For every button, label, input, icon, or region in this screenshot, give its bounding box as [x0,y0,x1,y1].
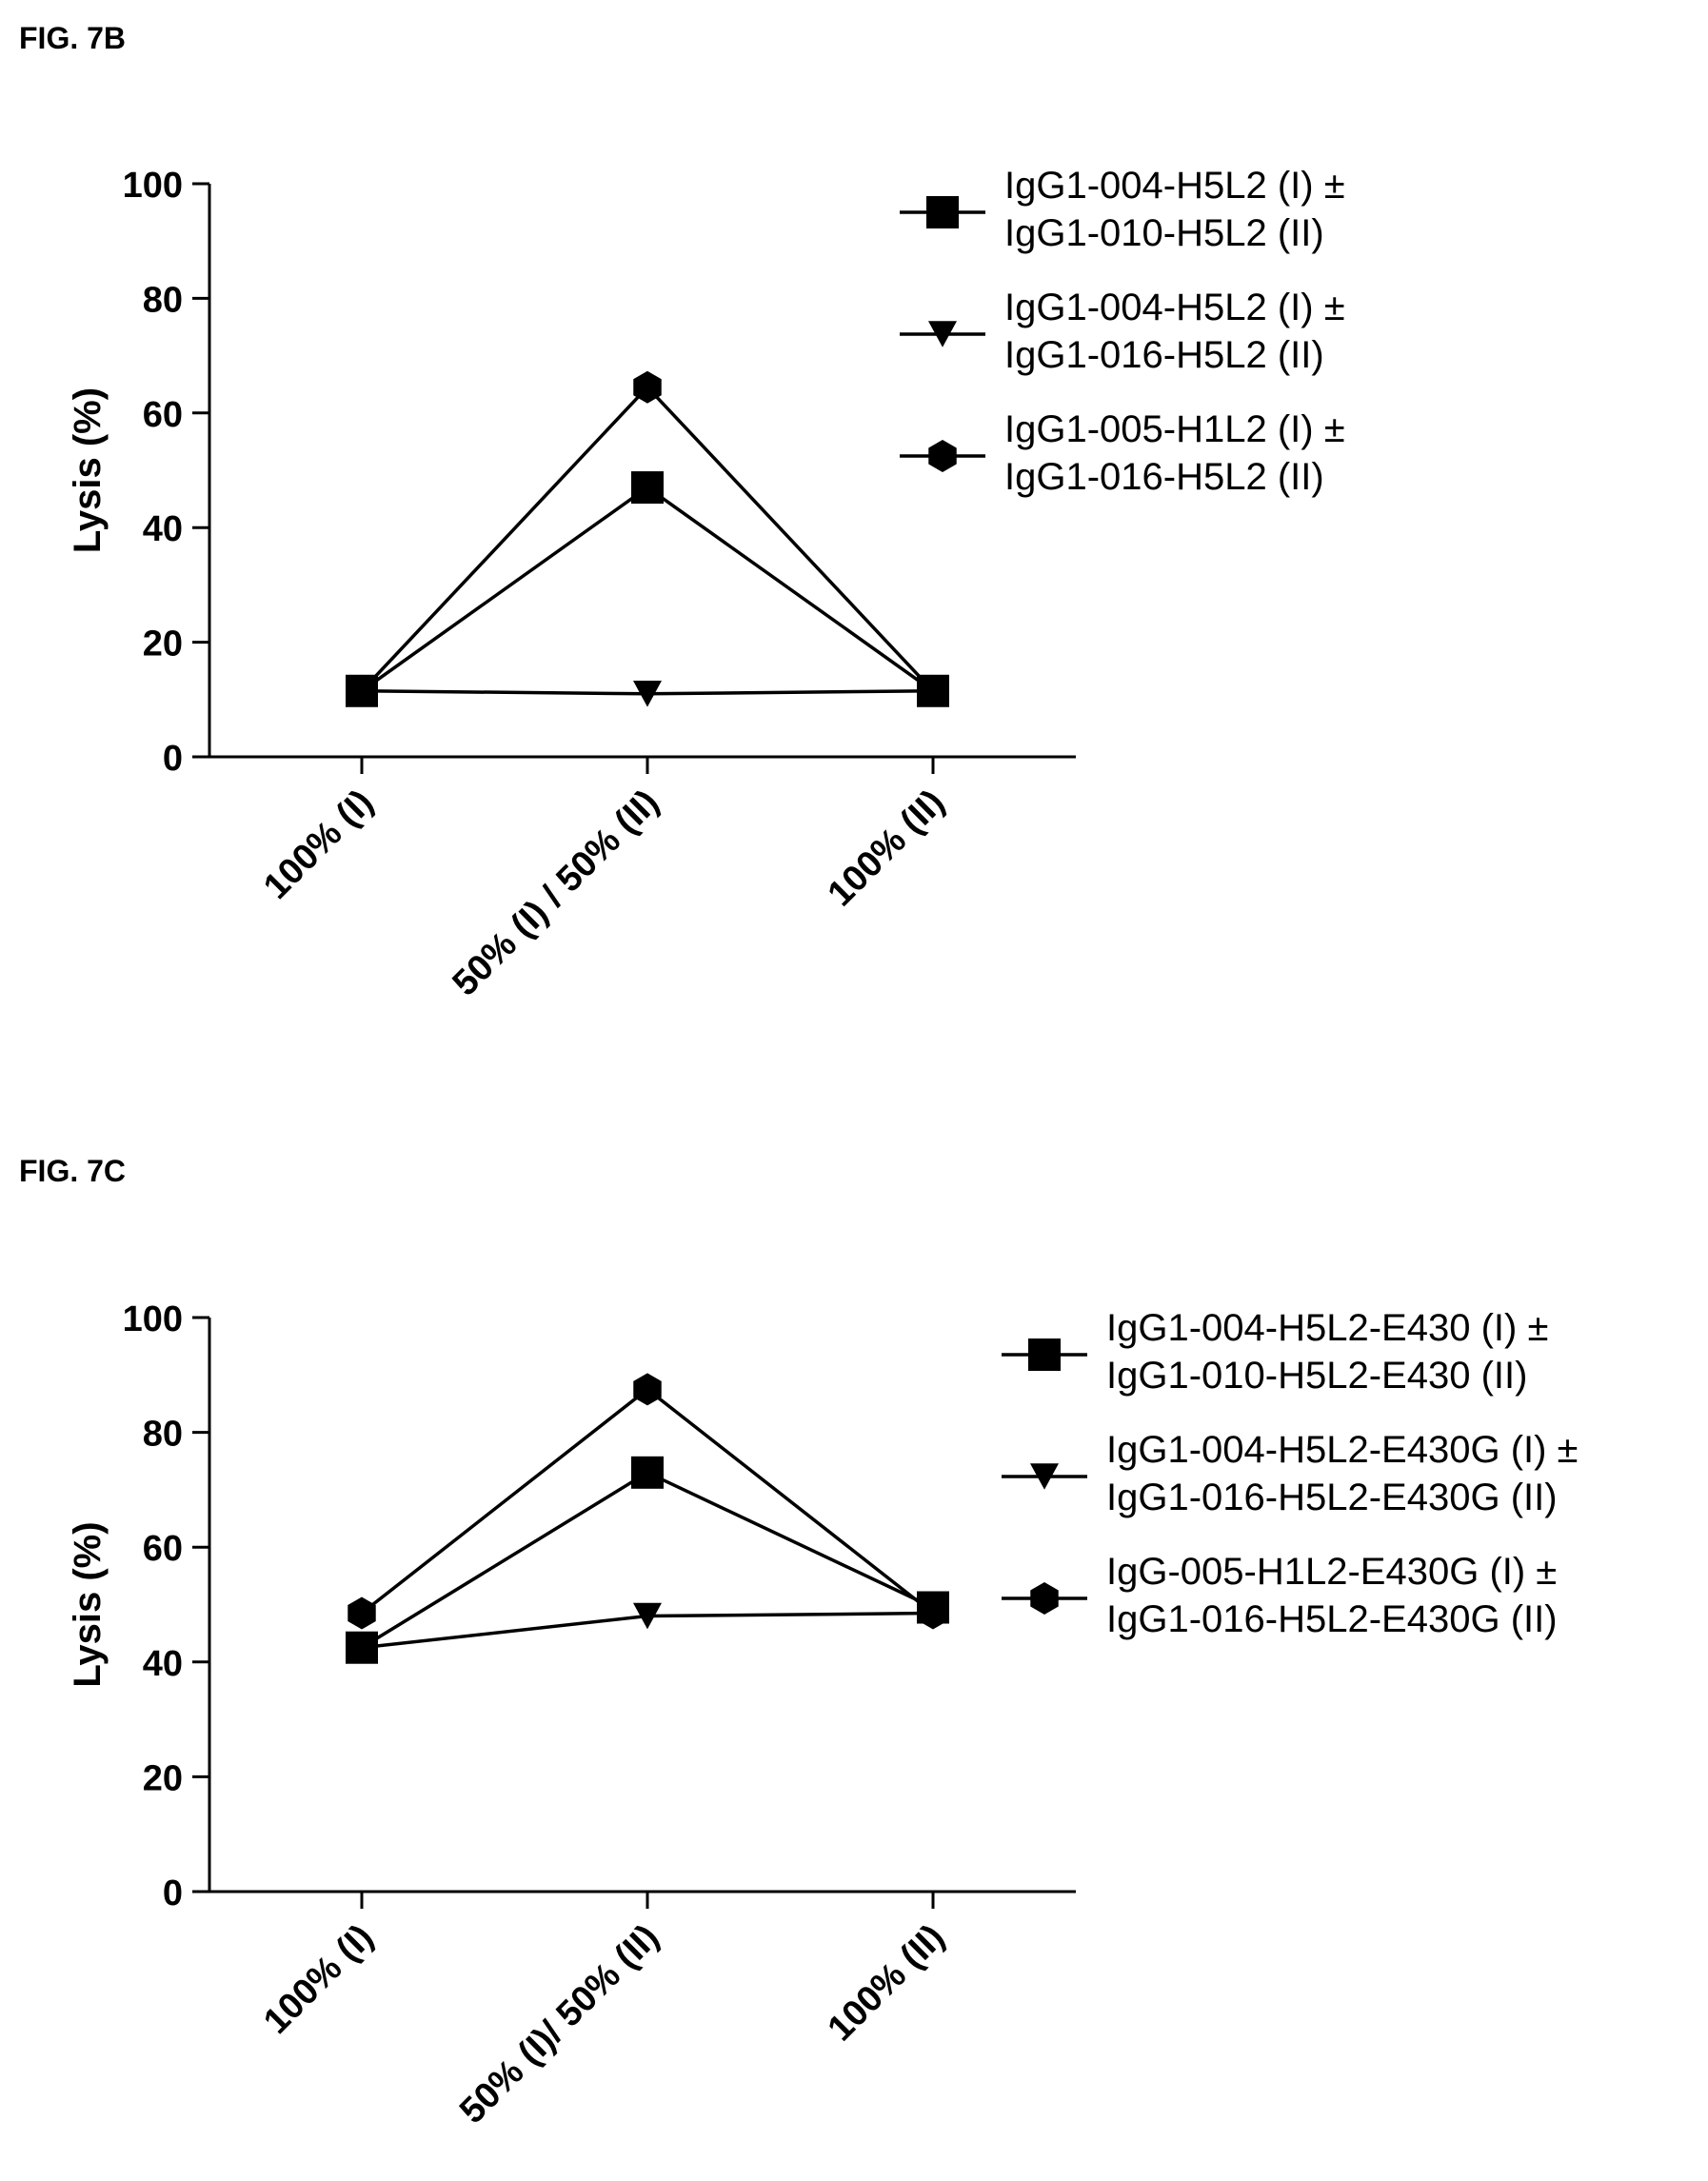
x-tick-label: 100% (II) [821,1917,953,2050]
y-axis-title: Lysis (%) [67,387,109,553]
series-3-point [633,1373,662,1406]
series-line-3 [360,385,935,692]
legend-swatch-icon [1002,1463,1087,1490]
y-tick-label: 20 [143,1758,183,1798]
figure-7c-chart: 0 20 40 60 80 100 Lysis (%) 100% (I) 50% (I)/ 50… [67,1299,1076,2131]
y-tick-label: 60 [143,1529,183,1569]
legend-label: IgG1-010-H5L2-E430 (II) [1106,1355,1528,1397]
legend-label: IgG1-016-H5L2-E430G (II) [1106,1477,1558,1518]
y-tick-label: 60 [143,395,183,435]
legend-swatch-icon [900,440,985,472]
figure-7b-chart: 0 20 40 60 80 100 Lysis (%) 100% (I) 50% (I) / 5… [67,166,1076,1004]
figure-7b-legend: IgG1-004-H5L2 (I) ± IgG1-010-H5L2 (II) IgG… [900,162,1345,527]
y-tick-label: 40 [143,509,183,549]
legend-item-2: IgG1-004-H5L2-E430G (I) ± IgG1-016-H5L2-E… [1002,1426,1579,1521]
series-3-point [348,1596,376,1630]
figure-7c-label: FIG. 7C [19,1154,127,1188]
legend-marker-icon [926,196,959,228]
legend-item-1: IgG1-004-H5L2 (I) ± IgG1-010-H5L2 (II) [900,162,1345,257]
y-tick-label: 40 [143,1644,183,1684]
series-1-point [631,471,664,505]
series-2-point [633,680,662,707]
series-1-point [631,1456,664,1489]
legend-label: IgG1-004-H5L2-E430G (I) ± [1106,1429,1579,1471]
legend-item-2: IgG1-004-H5L2 (I) ± IgG1-016-H5L2 (II) [900,284,1345,379]
series-3-point [919,1596,947,1630]
series-line-3 [360,1387,935,1615]
y-axis-title: Lysis (%) [67,1521,109,1687]
legend-item-1: IgG1-004-H5L2-E430 (I) ± IgG1-010-H5L2-E4… [1002,1304,1579,1399]
series-line-1 [360,485,935,693]
legend-swatch-icon [1002,1338,1087,1371]
legend-label: IgG1-010-H5L2 (II) [1004,212,1324,254]
legend-marker-icon [928,440,957,472]
figure-7b-label: FIG. 7B [19,21,127,55]
y-tick-label: 0 [163,1874,183,1913]
y-tick-label: 80 [143,1415,183,1455]
series-3-point [633,370,662,404]
legend-marker-icon [928,321,957,347]
y-tick-label: 80 [143,280,183,320]
legend-marker-icon [1028,1338,1061,1371]
legend-item-3: IgG1-005-H1L2 (I) ± IgG1-016-H5L2 (II) [900,406,1345,501]
legend-label: IgG1-004-H5L2 (I) ± [1004,165,1345,207]
x-tick-label: 100% (I) [256,1917,381,2042]
legend-label: IgG1-004-H5L2 (I) ± [1004,287,1345,328]
legend-label: IgG1-005-H1L2 (I) ± [1004,408,1345,450]
x-tick-label: 100% (I) [256,783,381,907]
x-tick-label: 50% (I) / 50% (II) [446,783,667,1004]
legend-swatch-icon [900,321,985,347]
legend-label: IgG1-016-H5L2 (II) [1004,334,1324,376]
legend-swatch-icon [1002,1582,1087,1615]
x-tick-label: 100% (II) [821,783,953,915]
x-tick-label: 50% (I)/ 50% (II) [452,1917,666,2131]
legend-item-3: IgG-005-H1L2-E430G (I) ± IgG1-016-H5L2-E4… [1002,1548,1579,1643]
y-tick-label: 0 [163,739,183,779]
y-tick-label: 100 [123,1299,183,1339]
legend-label: IgG-005-H1L2-E430G (I) ± [1106,1551,1558,1593]
legend-swatch-icon [900,196,985,228]
legend-marker-icon [1030,1463,1059,1490]
figure-7c-legend: IgG1-004-H5L2-E430 (I) ± IgG1-010-H5L2-E4… [1002,1304,1579,1670]
legend-label: IgG1-004-H5L2-E430 (I) ± [1106,1307,1549,1349]
y-tick-label: 100 [123,166,183,206]
legend-label: IgG1-016-H5L2-E430G (II) [1106,1598,1558,1640]
series-2-point [348,1634,376,1661]
legend-label: IgG1-016-H5L2 (II) [1004,456,1324,498]
series-3-point [348,674,376,707]
y-tick-label: 20 [143,625,183,664]
series-3-point [919,674,947,707]
legend-marker-icon [1030,1582,1059,1615]
series-2-point [633,1602,662,1630]
